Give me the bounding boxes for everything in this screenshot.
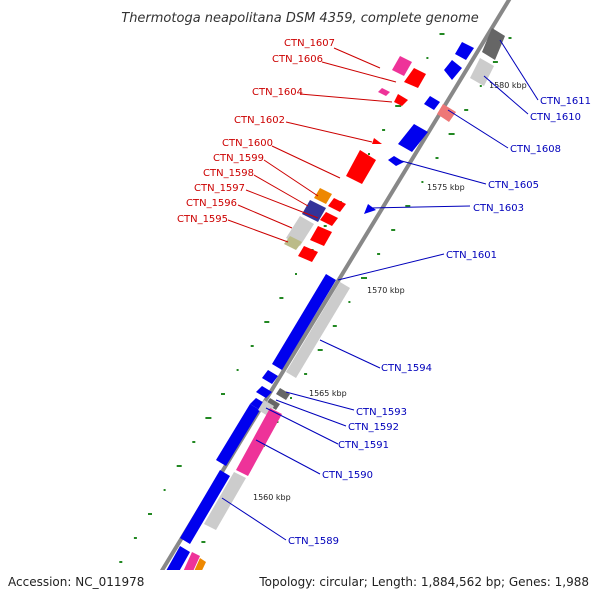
gene-label-ctn-1597[interactable]: CTN_1597	[194, 183, 245, 194]
gene-label-ctn-1602[interactable]: CTN_1602	[234, 115, 285, 126]
gene-feature-ctn-1593[interactable]	[276, 388, 290, 400]
gene-label-ctn-1607[interactable]: CTN_1607	[284, 38, 335, 49]
left-gene-labels: CTN_1607 CTN_1606 CTN_1604 CTN_1602 CTN_…	[177, 38, 335, 225]
gene-feature-blue-2[interactable]	[444, 60, 462, 80]
gene-feature-ctn-1610[interactable]	[470, 58, 494, 86]
gene-label-ctn-1589[interactable]: CTN_1589	[288, 536, 339, 547]
gene-feature-ctn-1611[interactable]	[482, 28, 505, 60]
gene-label-ctn-1604[interactable]: CTN_1604	[252, 87, 303, 98]
map-title: Thermotoga neapolitana DSM 4359, complet…	[121, 11, 479, 26]
gene-label-ctn-1590[interactable]: CTN_1590	[322, 470, 373, 481]
gene-feature-red-c[interactable]	[298, 246, 318, 262]
gene-feature-ctn-1600[interactable]	[346, 150, 376, 184]
gene-label-ctn-1600[interactable]: CTN_1600	[222, 138, 273, 149]
gene-label-ctn-1592[interactable]: CTN_1592	[348, 422, 399, 433]
gene-feature-blue-5[interactable]	[262, 370, 278, 384]
gene-feature-ctn-1603[interactable]	[364, 204, 376, 214]
gene-feature-ctn-1606[interactable]	[404, 68, 426, 88]
topology-summary: Topology: circular; Length: 1,884,562 bp…	[258, 575, 589, 589]
scale-mark-1565: 1565 kbp	[309, 389, 347, 398]
gene-feature-blue-4[interactable]	[398, 124, 428, 152]
gene-feature-ctn-1594[interactable]	[286, 282, 350, 378]
gene-label-ctn-1594[interactable]: CTN_1594	[381, 363, 432, 374]
gene-label-ctn-1595[interactable]: CTN_1595	[177, 214, 228, 225]
right-gene-labels: CTN_1611 CTN_1610 CTN_1608 CTN_1605 CTN_…	[288, 96, 591, 547]
gene-feature-blue-1[interactable]	[455, 42, 474, 60]
gene-feature-ctn-1592[interactable]	[266, 398, 280, 410]
gene-feature-ctn-1608[interactable]	[437, 104, 456, 122]
gene-feature-ctn-1605[interactable]	[388, 156, 404, 166]
gene-label-ctn-1605[interactable]: CTN_1605	[488, 180, 539, 191]
scale-marks: 1560 kbp 1565 kbp 1570 kbp 1575 kbp 1580…	[253, 81, 527, 502]
footer-background	[0, 570, 600, 600]
scale-mark-1570: 1570 kbp	[367, 286, 405, 295]
gene-label-ctn-1601[interactable]: CTN_1601	[446, 250, 497, 261]
scale-mark-1560: 1560 kbp	[253, 493, 291, 502]
gene-label-ctn-1599[interactable]: CTN_1599	[213, 153, 264, 164]
gene-feature-ctn-1607[interactable]	[392, 56, 412, 76]
gene-feature-blue-8[interactable]	[216, 404, 260, 466]
label-leaders	[221, 39, 539, 541]
gene-feature-ctn-1594-blue[interactable]	[272, 274, 336, 370]
gene-label-ctn-1598[interactable]: CTN_1598	[203, 168, 254, 179]
gene-feature-red-a[interactable]	[320, 212, 338, 226]
gene-feature-ctn-1602[interactable]	[372, 138, 382, 144]
gene-feature-red-b[interactable]	[310, 226, 332, 246]
gene-feature-blue-3[interactable]	[424, 96, 440, 110]
gene-label-ctn-1610[interactable]: CTN_1610	[530, 112, 581, 123]
gene-feature-ctn-1589[interactable]	[180, 470, 230, 544]
gene-feature-ctn-1597[interactable]	[328, 198, 346, 212]
scale-mark-1575: 1575 kbp	[427, 183, 465, 192]
gene-feature-ctn-1599[interactable]	[314, 188, 332, 204]
gene-feature-blue-6[interactable]	[256, 386, 272, 398]
gene-feature-ctn-1595[interactable]	[284, 236, 302, 250]
gene-feature-grey-1[interactable]	[204, 472, 246, 530]
gene-label-ctn-1596[interactable]: CTN_1596	[186, 198, 237, 209]
gene-label-ctn-1593[interactable]: CTN_1593	[356, 407, 407, 418]
gene-label-ctn-1608[interactable]: CTN_1608	[510, 144, 561, 155]
feature-track	[96, 28, 505, 600]
gene-label-ctn-1591[interactable]: CTN_1591	[338, 440, 389, 451]
scale-mark-1580: 1580 kbp	[489, 81, 527, 90]
accession-text: Accession: NC_011978	[8, 575, 144, 589]
gene-feature-ctn-1604[interactable]	[394, 94, 408, 106]
gene-label-ctn-1606[interactable]: CTN_1606	[272, 54, 323, 65]
gene-label-ctn-1611[interactable]: CTN_1611	[540, 96, 591, 107]
gene-feature-pink-small[interactable]	[378, 88, 390, 96]
gene-label-ctn-1603[interactable]: CTN_1603	[473, 203, 524, 214]
